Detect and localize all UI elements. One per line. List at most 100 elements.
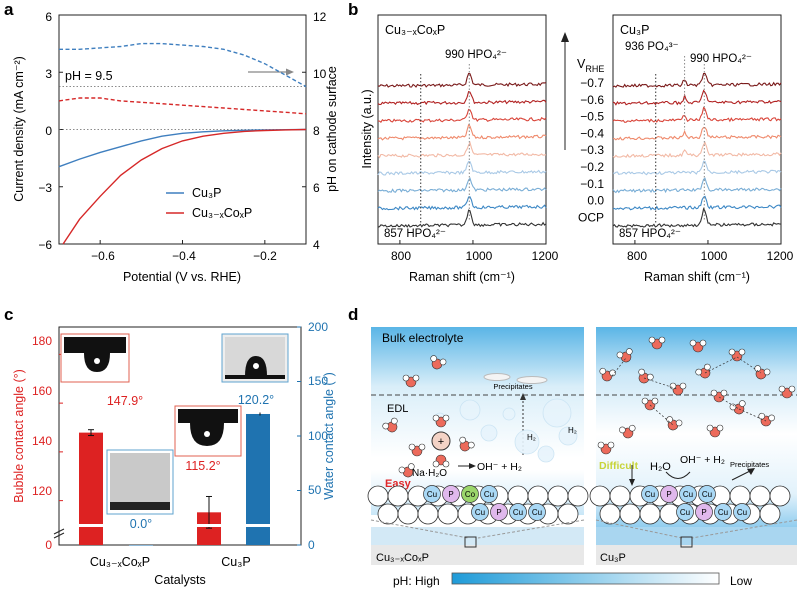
panel-b: b Intensity (a.u.) Cu₃₋ₓCoₓP Cu₃P 990 HP… — [348, 0, 794, 284]
oxygen-atom — [459, 440, 471, 452]
hydrogen-atom — [679, 382, 687, 390]
ytick-right-10: 10 — [313, 67, 327, 81]
water-molecule-icon — [597, 441, 615, 455]
potential-label: −0.3 — [580, 143, 604, 157]
lattice-atom-cu — [676, 503, 694, 521]
lattice-atom — [437, 503, 459, 525]
water-photo-cucop — [106, 449, 174, 515]
ytick-left-3: 3 — [45, 67, 52, 81]
raman-trace-1-6 — [612, 177, 782, 194]
hydrogen-atom — [430, 355, 437, 362]
hydrogen-atom — [706, 424, 714, 432]
oxygen-atom — [386, 421, 398, 433]
peak-label-936: 936 PO₄³⁻ — [625, 41, 679, 53]
peak-label-990-left: 990 HPO₄²⁻ — [445, 49, 507, 61]
hydrogen-atom — [439, 358, 447, 366]
atom-label: P — [496, 508, 501, 517]
h2-bubble — [480, 424, 498, 442]
atom-label: Cu — [680, 508, 690, 517]
axis-break-mark — [53, 528, 65, 535]
water-molecule-icon — [695, 363, 711, 379]
hydrogen-atom — [641, 397, 649, 405]
ytick-c-160: 160 — [32, 384, 52, 398]
series-line-a-0 — [58, 128, 307, 168]
water-molecule-icon — [432, 414, 450, 428]
ytick-c-180: 180 — [32, 334, 52, 348]
title-b-right: Cu₃P — [620, 23, 649, 37]
scene-right-substrate — [596, 527, 797, 549]
hydrogen-bond — [736, 356, 762, 374]
hydrogen-atom — [675, 419, 683, 427]
scene-right-background — [596, 327, 797, 565]
xlabel-c: Catalysts — [154, 573, 205, 587]
bubble-photo-cu3p — [174, 405, 242, 457]
hydrogen-atom — [626, 348, 633, 355]
hydrogen-atom — [616, 351, 624, 359]
reaction-arrow-head-icon — [469, 463, 476, 469]
hydrogen-atom — [398, 466, 406, 474]
h2-label-2: H₂ — [568, 426, 577, 435]
xtick-b-left-1: 1000 — [466, 249, 493, 263]
lattice-atom — [397, 503, 419, 525]
water-molecule-icon — [459, 436, 475, 452]
lattice-atom-cu — [528, 503, 546, 521]
ytick-c-0: 0 — [45, 538, 52, 552]
water-molecule-icon — [408, 443, 426, 457]
potential-label: −0.2 — [580, 160, 604, 174]
panel-c: c 180 160 140 120 0 200 150 100 50 0 Bub… — [4, 305, 336, 587]
hydrogen-atom — [468, 441, 475, 449]
hydrogen-atom — [738, 348, 746, 356]
na-plus-sign: + — [438, 436, 444, 448]
panel-letter-d: d — [348, 305, 358, 324]
hydrogen-atom — [402, 374, 410, 382]
lattice-atom — [749, 485, 771, 507]
ytick-left-m6: −6 — [38, 238, 52, 252]
atom-label: Cu — [475, 508, 485, 517]
lattice-atom-cu — [714, 503, 732, 521]
lattice-atom-p — [660, 485, 678, 503]
hydrogen-atom — [689, 339, 697, 347]
raman-trace-0-8 — [377, 209, 547, 228]
lattice-atom-p — [442, 485, 460, 503]
bubble-photo-cucop — [60, 333, 130, 383]
dotted-arrow-head-icon — [520, 393, 526, 400]
potential-label: −0.5 — [580, 110, 604, 124]
water-molecule-icon — [619, 424, 636, 439]
hydrogen-atom — [432, 414, 440, 422]
hydrogen-atom — [704, 363, 711, 371]
lattice-atom-cu — [733, 503, 751, 521]
lattice-atom — [619, 503, 641, 525]
raman-trace-0-6 — [377, 177, 547, 193]
lattice-atom — [769, 485, 791, 507]
h2-label-1: H₂ — [527, 433, 536, 442]
ytick-right-4: 4 — [313, 238, 320, 252]
hydrogen-atom — [699, 339, 707, 347]
raman-trace-1-0 — [612, 72, 782, 88]
lattice-atom — [377, 503, 399, 525]
ytick-right-6: 6 — [313, 181, 320, 195]
h2-bubble — [459, 399, 481, 421]
hydrogen-atom — [638, 368, 645, 376]
water-molecule-icon — [616, 348, 633, 363]
ylabel-right-c: Water contact angle (°) — [322, 372, 336, 500]
panel-letter-c: c — [4, 305, 13, 324]
ytick-c-r-50: 50 — [308, 483, 322, 497]
h2-bubble — [537, 445, 555, 463]
series-group-b — [377, 56, 782, 244]
raman-trace-0-4 — [377, 141, 547, 159]
xtick-b-right-1: 1000 — [701, 249, 728, 263]
lattice-atom — [387, 485, 409, 507]
water-molecule-icon — [432, 454, 450, 468]
ph-annotation: pH = 9.5 — [65, 69, 113, 83]
na-ion-icon — [431, 431, 451, 451]
raman-trace-0-3 — [377, 123, 547, 141]
plot-frame-b-left — [377, 14, 547, 245]
water-bar — [246, 413, 270, 545]
ytick-c-140: 140 — [32, 434, 52, 448]
hydrogen-atom — [788, 385, 796, 393]
zoom-box-left — [464, 536, 477, 548]
lattice-atom — [759, 503, 781, 525]
zoom-line — [691, 519, 798, 539]
vrhe-label: VRHE — [577, 57, 604, 74]
